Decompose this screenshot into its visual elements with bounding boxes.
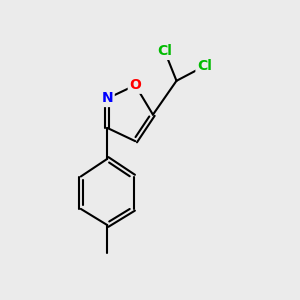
Text: O: O xyxy=(129,78,141,92)
Text: Cl: Cl xyxy=(197,59,212,73)
Text: N: N xyxy=(101,92,113,106)
Text: Cl: Cl xyxy=(157,44,172,58)
